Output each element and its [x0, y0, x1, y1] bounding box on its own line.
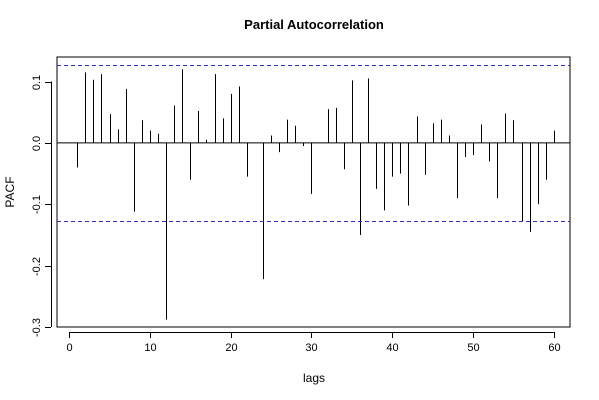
pacf-bars [57, 69, 570, 320]
confidence-bounds [57, 65, 570, 222]
y-tick-label-0.1: 0.1 [31, 75, 43, 90]
x-axis-label: lags [303, 371, 325, 385]
plot-frame [56, 56, 571, 328]
x-axis: 0 10 20 30 40 50 60 [66, 332, 561, 354]
x-tick-label-0: 0 [66, 342, 72, 354]
y-tick-label-0: 0.0 [31, 136, 43, 151]
x-tick-label-60: 60 [548, 342, 560, 354]
y-tick-label--0.2: -0.2 [31, 257, 43, 276]
x-tick-label-20: 20 [225, 342, 237, 354]
y-tick-label--0.3: -0.3 [31, 318, 43, 337]
x-tick-label-40: 40 [386, 342, 398, 354]
x-tick-label-50: 50 [467, 342, 479, 354]
y-tick-label--0.1: -0.1 [31, 195, 43, 214]
chart-title: Partial Autocorrelation [244, 17, 384, 32]
y-axis-label: PACF [3, 176, 17, 207]
y-axis: -0.3 -0.2 -0.1 0.0 0.1 [31, 75, 52, 337]
x-tick-label-10: 10 [144, 342, 156, 354]
x-tick-label-30: 30 [305, 342, 317, 354]
